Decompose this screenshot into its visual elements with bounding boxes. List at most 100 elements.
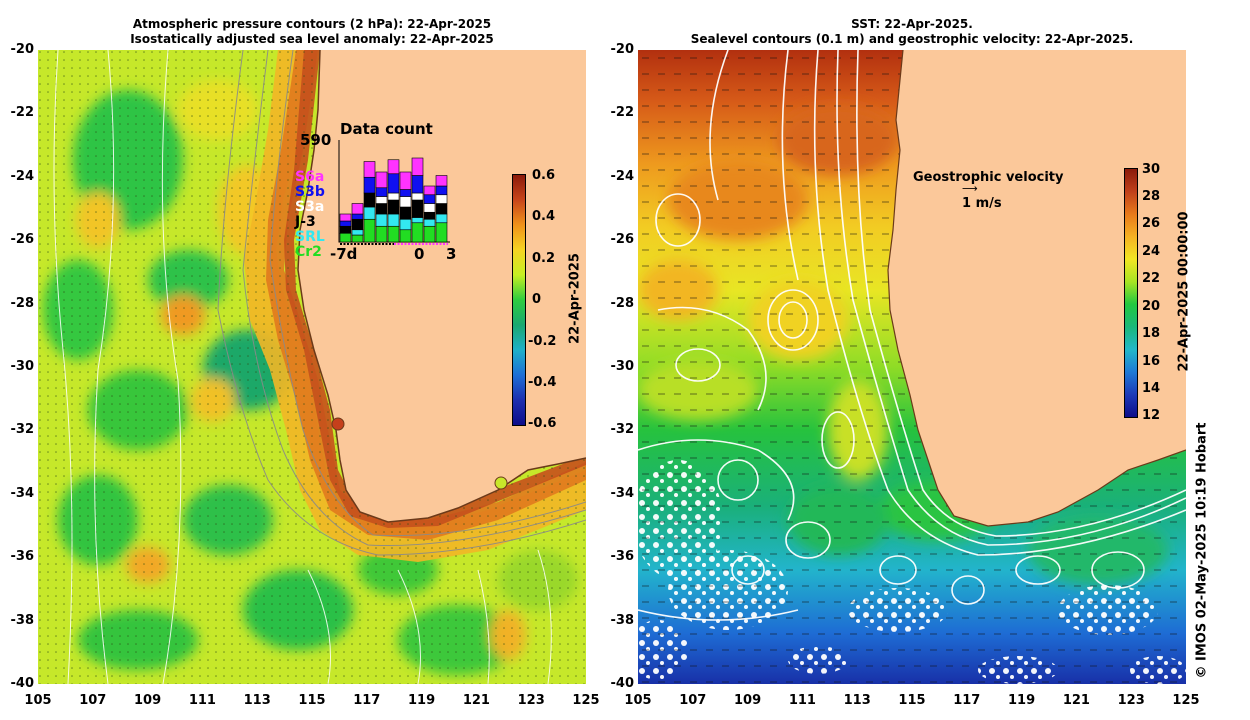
sst-cb-tick-6: 18 [1142, 326, 1161, 341]
sst-ytick: -24 [610, 168, 635, 184]
hist-bar-segment-SRL [423, 218, 436, 227]
hist-xtick-start: -7d [330, 245, 358, 263]
sst-ytick: -38 [610, 612, 635, 628]
data-count-histogram [338, 140, 450, 245]
hist-bar-segment-SRL [387, 213, 400, 227]
sst-cb-tick-7: 16 [1142, 354, 1161, 369]
hist-bar-segment-S3a [387, 192, 400, 201]
sst-ytick: -40 [610, 676, 635, 691]
sst-ytick: -36 [610, 549, 635, 565]
sla-xtick: 113 [243, 693, 271, 708]
sst-ytick: -30 [610, 359, 635, 374]
hist-bar-segment-S6a [375, 171, 388, 189]
hist-bar-segment-S3b [363, 176, 376, 194]
sst-cb-tick-5: 20 [1142, 299, 1161, 314]
hist-bar-segment-J-3 [339, 225, 352, 234]
sla-xtick: 109 [134, 693, 162, 708]
hist-bar-segment-Cr2 [399, 229, 412, 243]
hist-bar-segment-S3b [411, 175, 424, 194]
hist-bar-segment-Cr2 [339, 232, 352, 243]
sla-ytick: -26 [10, 232, 35, 248]
data-count-title: Data count [340, 120, 433, 138]
sst-ytick: -28 [610, 295, 635, 311]
hist-bar-segment-J-3 [351, 218, 364, 231]
sla-colorbar [512, 174, 526, 426]
sst-ytick: -34 [610, 485, 635, 501]
sst-colorbar [1124, 168, 1138, 418]
hist-bar-segment-S6a [399, 171, 412, 190]
sst-xtick: 117 [953, 693, 981, 708]
hist-bar-segment-S3b [423, 194, 436, 204]
hist-bar-segment-J-3 [435, 203, 448, 215]
hist-bar-segment-Cr2 [375, 225, 388, 243]
hist-bar-segment-J-3 [387, 199, 400, 215]
mission-j3: J-3 [295, 214, 316, 230]
hist-bar-segment-Cr2 [387, 225, 400, 243]
sst-ytick: -22 [610, 105, 635, 121]
hist-bar-segment-SRL [411, 217, 424, 224]
mission-legend: S6a S3b S3a J-3 SRL Cr2 [295, 170, 335, 260]
sla-cb-tick-4: -0.2 [528, 334, 557, 349]
sla-ytick: -38 [10, 612, 35, 628]
mission-cr2: Cr2 [295, 244, 322, 260]
sst-xtick: 121 [1062, 693, 1090, 708]
sla-ytick: -36 [10, 549, 35, 565]
left-title-line2: Isostatically adjusted sea level anomaly… [130, 32, 494, 46]
hist-bar-segment-S3a [411, 192, 424, 201]
sst-cb-tick-0: 30 [1142, 162, 1161, 177]
hist-bar-segment-SRL [435, 213, 448, 224]
sla-xtick: 119 [408, 693, 436, 708]
hist-bar-segment-S3b [387, 173, 400, 194]
sst-xtick: 119 [1008, 693, 1036, 708]
sst-map[interactable] [638, 50, 1186, 684]
hist-bar-segment-J-3 [423, 211, 436, 220]
sst-cb-tick-4: 22 [1142, 271, 1161, 286]
hist-bar-segment-S6a [435, 175, 448, 187]
sst-xtick: 109 [734, 693, 762, 708]
sst-xtick: 113 [843, 693, 871, 708]
geostrophic-velocity-label: Geostrophic velocity [913, 170, 1064, 185]
sst-map-graphic [638, 50, 1186, 684]
sla-xtick: 115 [298, 693, 326, 708]
copyright-notice: © IMOS 02-May-2025 10:19 Hobart [1194, 422, 1210, 679]
sst-ytick: -32 [610, 422, 635, 438]
sst-cb-tick-1: 28 [1142, 189, 1161, 204]
hist-bar-segment-S3a [423, 203, 436, 213]
left-title-line1: Atmospheric pressure contours (2 hPa): 2… [132, 17, 492, 31]
hist-bar-segment-S6a [339, 213, 352, 222]
sla-xtick: 121 [462, 693, 490, 708]
sla-ytick: -32 [10, 422, 35, 438]
sla-cb-tick-3: 0 [532, 292, 542, 307]
sla-ytick: -20 [10, 42, 35, 57]
hist-bar-segment-SRL [375, 213, 388, 227]
sla-ytick: -34 [10, 485, 35, 501]
hist-bar-segment-Cr2 [351, 234, 364, 243]
hist-bar-segment-S3b [339, 220, 352, 227]
sla-xtick: 111 [188, 693, 216, 708]
sst-cb-tick-2: 26 [1142, 216, 1161, 231]
hist-bar-segment-SRL [363, 206, 376, 220]
sst-cb-tick-9: 12 [1142, 408, 1161, 423]
hist-bar-segment-S3a [435, 194, 448, 204]
sst-xtick: 107 [679, 693, 707, 708]
sla-ytick: -24 [10, 168, 35, 184]
sla-xtick: 117 [353, 693, 381, 708]
velocity-scale-arrow-icon: ⟶ [962, 182, 978, 195]
sla-ytick: -40 [10, 676, 35, 691]
hist-bar-segment-S6a [411, 157, 424, 176]
sst-ytick: -20 [610, 42, 635, 57]
hist-bar-segment-Cr2 [435, 222, 448, 243]
sst-ytick: -26 [610, 232, 635, 248]
hist-bar-segment-S3b [399, 189, 412, 197]
sla-colorbar-label: 22-Apr-2025 [567, 253, 583, 344]
hist-bar-segment-J-3 [399, 206, 412, 220]
hist-bar-segment-S3a [375, 196, 388, 204]
hist-bar-segment-Cr2 [411, 222, 424, 243]
mission-s3a: S3a [295, 199, 325, 215]
sla-ytick: -22 [10, 105, 35, 121]
sla-cb-tick-2: 0.2 [532, 251, 556, 266]
sla-xtick: 105 [24, 693, 52, 708]
hist-bar-segment-S6a [351, 203, 364, 215]
right-title: SST: 22-Apr-2025. Sealevel contours (0.1… [638, 17, 1186, 47]
sst-xtick: 115 [898, 693, 926, 708]
